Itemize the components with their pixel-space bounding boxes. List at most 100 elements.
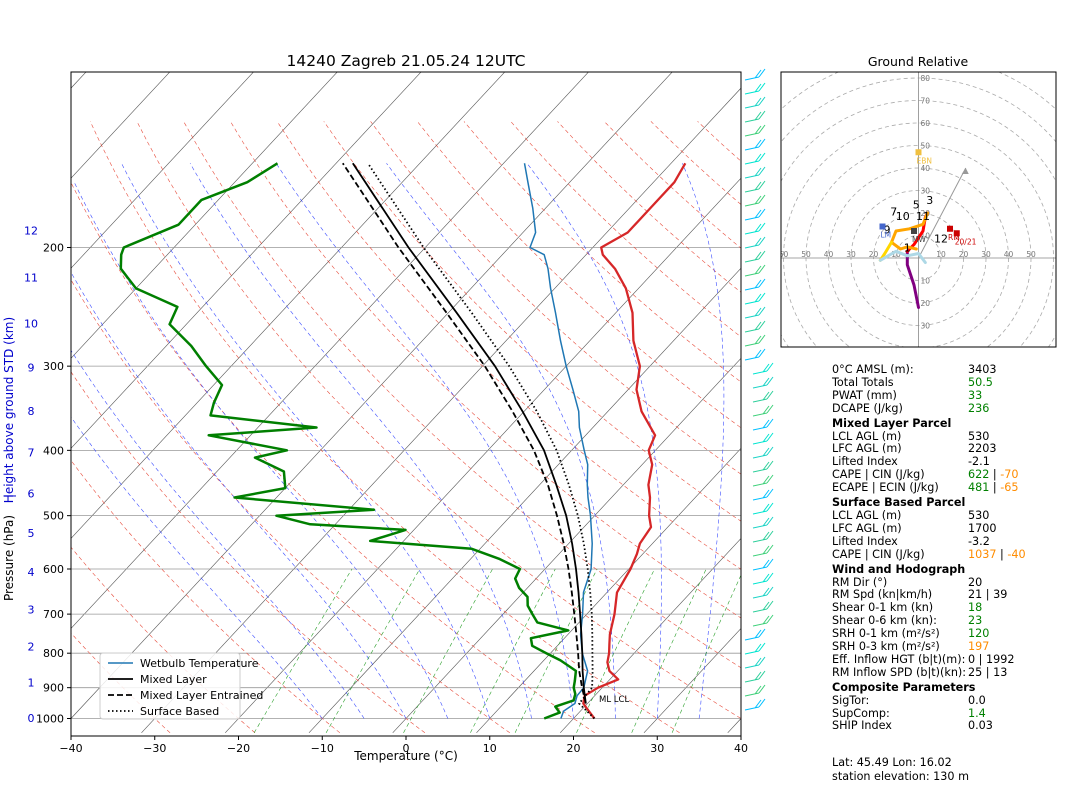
x-tick-label: 0 bbox=[403, 742, 410, 755]
param-sep: | bbox=[989, 468, 1001, 482]
param-value: 0.03 bbox=[968, 719, 993, 733]
pressure-axis-ticks: 200 300 400 500 600 700 800 900 1000 bbox=[36, 242, 71, 726]
hodo-tick-label: 10 bbox=[921, 277, 931, 286]
hodo-marker bbox=[947, 225, 953, 232]
hodo-marker-label: 20/21 bbox=[955, 237, 977, 246]
mixing-ratio-line bbox=[671, 574, 741, 733]
moist-adiabat bbox=[71, 416, 323, 719]
wind-barb bbox=[744, 698, 766, 711]
param-value: 23 bbox=[968, 614, 983, 628]
height-tick-label: 3 bbox=[28, 604, 35, 617]
wind-barb bbox=[744, 236, 766, 249]
isotherm bbox=[71, 72, 506, 539]
wind-barb bbox=[744, 96, 766, 109]
param-label: 0°C AMSL (m): bbox=[832, 363, 914, 376]
hodograph-title: Ground Relative bbox=[868, 54, 969, 69]
param-row: Shear 0-6 km (kn): 23 bbox=[832, 614, 1062, 628]
height-tick-label: 11 bbox=[24, 272, 38, 285]
pressure-tick-label: 400 bbox=[43, 444, 64, 457]
param-value: 0.0 bbox=[968, 693, 986, 707]
param-value: -3.2 bbox=[968, 534, 990, 548]
param-label: RM Dir (°) bbox=[832, 575, 888, 589]
hodo-ring-label: 30 bbox=[921, 187, 931, 196]
profile-temperature bbox=[582, 162, 687, 720]
wind-barb bbox=[744, 264, 766, 277]
pressure-tick-label: 1000 bbox=[36, 713, 64, 726]
param-label: SupComp: bbox=[832, 706, 890, 720]
param-row: DCAPE (J/kg) 236 bbox=[832, 402, 1062, 416]
wind-barb bbox=[752, 418, 774, 431]
isotherm bbox=[71, 72, 338, 359]
param-row: LCL AGL (m) 530 bbox=[832, 509, 1062, 523]
param-value: 20 bbox=[968, 575, 983, 589]
isotherm bbox=[141, 87, 741, 733]
param-value: 530 bbox=[968, 429, 990, 443]
param-row: SigTor: 0.0 bbox=[832, 693, 1062, 708]
x-tick-label: −10 bbox=[311, 742, 334, 755]
isotherm bbox=[225, 177, 741, 733]
x-tick-label: 40 bbox=[734, 742, 748, 755]
wind-barb bbox=[744, 642, 766, 655]
hodo-segment bbox=[878, 249, 927, 264]
param-value: -65 bbox=[1000, 481, 1019, 495]
hodo-tick-label: 20 bbox=[921, 299, 931, 308]
param-row: Eff. Inflow HGT (b|t)(m): 0 | 1992 bbox=[832, 653, 1062, 667]
param-value: 33 bbox=[968, 388, 983, 402]
pressure-tick-label: 300 bbox=[43, 360, 64, 373]
storm-motion-arrowhead bbox=[961, 168, 969, 174]
hodo-tick-label: 10 bbox=[936, 250, 946, 259]
wind-barb bbox=[744, 348, 766, 361]
x-tick-label: 20 bbox=[567, 742, 581, 755]
x-tick-label: −30 bbox=[143, 742, 166, 755]
hodo-height-label: 9 bbox=[884, 223, 891, 236]
param-value: 21 | 39 bbox=[968, 588, 1008, 602]
param-row: SRH 0-1 km (m²/s²) 120 bbox=[832, 627, 1062, 641]
profile-lines bbox=[119, 162, 687, 720]
wind-barb bbox=[744, 180, 766, 193]
wind-barb bbox=[744, 250, 766, 263]
wind-barb bbox=[744, 292, 766, 305]
hodo-height-label: 7 bbox=[890, 205, 897, 218]
param-value: -2.1 bbox=[968, 455, 990, 469]
param-row: 0°C AMSL (m): 3403 bbox=[832, 363, 1062, 377]
moist-adiabat bbox=[275, 163, 574, 719]
station-elevation: station elevation: 130 m bbox=[832, 769, 969, 783]
param-label: RM Spd (kn|km/h) bbox=[832, 588, 933, 602]
param-value: -70 bbox=[1000, 468, 1019, 482]
wind-barb bbox=[752, 530, 774, 543]
isotherm bbox=[560, 537, 741, 733]
param-value: 481 bbox=[968, 481, 990, 495]
x-axis-label: Temperature (°C) bbox=[353, 749, 458, 763]
storm-motion-arrow bbox=[918, 167, 967, 259]
mixing-ratio-line bbox=[470, 568, 556, 733]
param-row: LFC AGL (m) 2203 bbox=[832, 443, 1062, 456]
height-tick-label: 6 bbox=[28, 487, 35, 500]
section-header-composite: Composite Parameters bbox=[832, 680, 976, 694]
wind-barb bbox=[744, 684, 766, 697]
isotherm bbox=[71, 72, 254, 269]
param-row: Shear 0-1 km (kn) 18 bbox=[832, 601, 1062, 615]
wind-barbs bbox=[744, 68, 774, 711]
hodo-tick-label: 30 bbox=[921, 322, 931, 331]
param-row: SupComp: 1.4 bbox=[832, 706, 1062, 721]
wind-barb bbox=[744, 194, 766, 207]
hodo-height-label: 3 bbox=[926, 194, 933, 207]
hodograph-frame bbox=[780, 71, 1057, 348]
wind-barb bbox=[752, 544, 774, 557]
mixing-ratio-line bbox=[631, 568, 707, 733]
skewt-background-lines bbox=[71, 72, 741, 734]
x-tick-label: 30 bbox=[650, 742, 664, 755]
dry-adiabat bbox=[463, 121, 741, 383]
param-value: 2203 bbox=[968, 442, 997, 456]
height-tick-label: 8 bbox=[28, 405, 35, 418]
param-row: LCL AGL (m) 530 bbox=[832, 429, 1062, 444]
moist-adiabat bbox=[71, 349, 365, 719]
wind-barb bbox=[744, 68, 766, 81]
param-label: PWAT (mm) bbox=[832, 388, 897, 402]
hodo-tick-label: 20 bbox=[869, 250, 879, 259]
section-header-mixed-layer: Mixed Layer Parcel bbox=[832, 416, 952, 430]
dry-adiabat bbox=[71, 459, 341, 734]
wind-barb bbox=[744, 306, 766, 319]
